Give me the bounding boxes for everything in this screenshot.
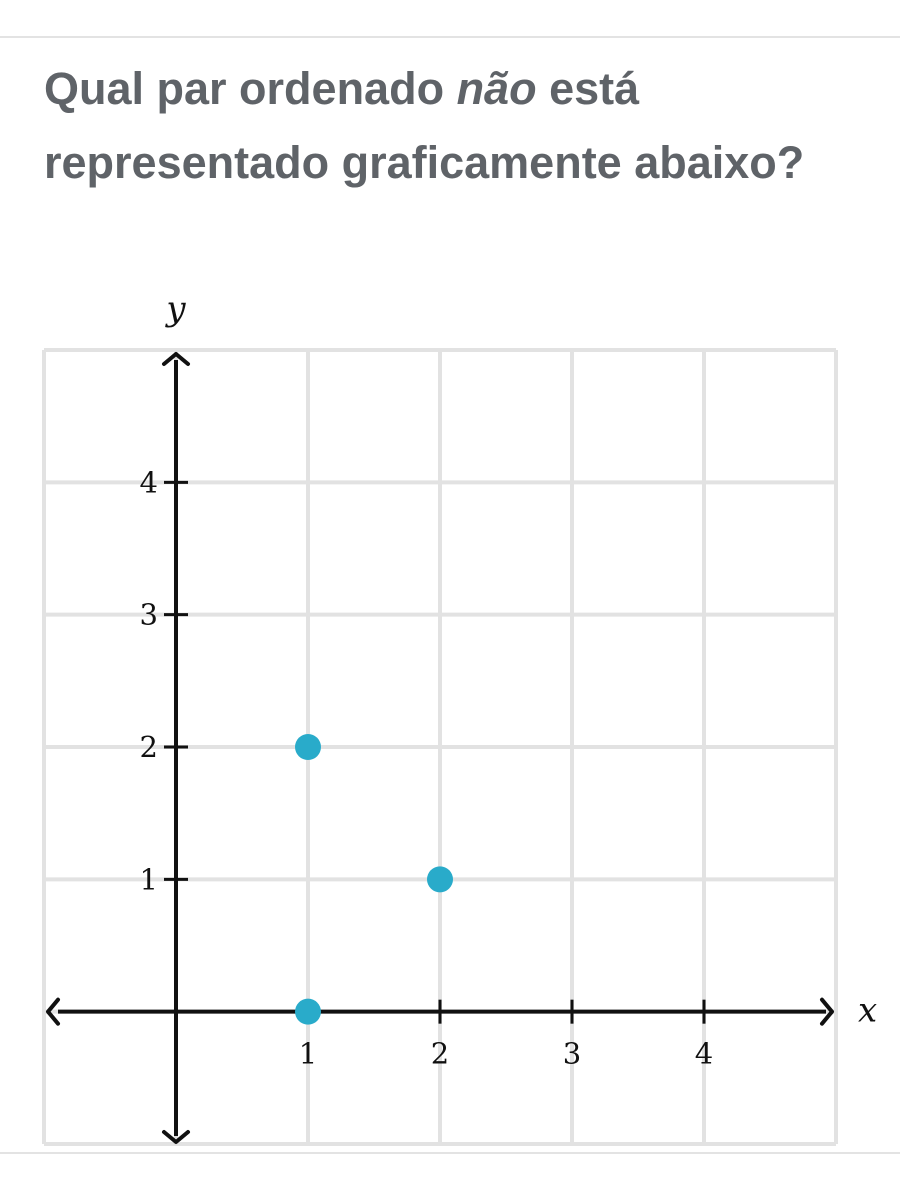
- point-2-1: [427, 866, 453, 893]
- x-axis-label: x: [858, 991, 877, 1031]
- question-text: Qual par ordenado não está representado …: [44, 63, 805, 188]
- y-tick-label-1: 1: [140, 862, 158, 896]
- point-1-0: [295, 998, 321, 1025]
- y-axis-arrow-up: [162, 352, 190, 366]
- coordinate-plane-chart: 1 2 3 4 1 2 3 4 x y: [42, 289, 877, 1146]
- y-axis-arrow-down: [162, 1130, 190, 1144]
- point-1-2: [295, 734, 321, 760]
- x-axis-arrow-right: [820, 997, 834, 1026]
- x-tick-label-2: 2: [431, 1037, 449, 1071]
- bottom-divider: [0, 1152, 900, 1154]
- x-tick-label-1: 1: [299, 1037, 317, 1071]
- y-tick-label-4: 4: [140, 465, 158, 499]
- x-axis-arrow-left: [46, 997, 60, 1026]
- grid: [42, 348, 838, 1146]
- x-tick-label-3: 3: [563, 1037, 581, 1071]
- question-emphasis: não: [456, 63, 537, 114]
- y-axis-label: y: [164, 289, 186, 329]
- ticks: [164, 480, 706, 1024]
- data-points: [295, 734, 453, 1025]
- x-tick-label-4: 4: [695, 1037, 713, 1071]
- y-tick-label-3: 3: [140, 598, 158, 632]
- y-tick-label-2: 2: [140, 730, 158, 764]
- top-divider: [0, 36, 900, 38]
- tick-labels: 1 2 3 4 1 2 3 4: [140, 465, 714, 1070]
